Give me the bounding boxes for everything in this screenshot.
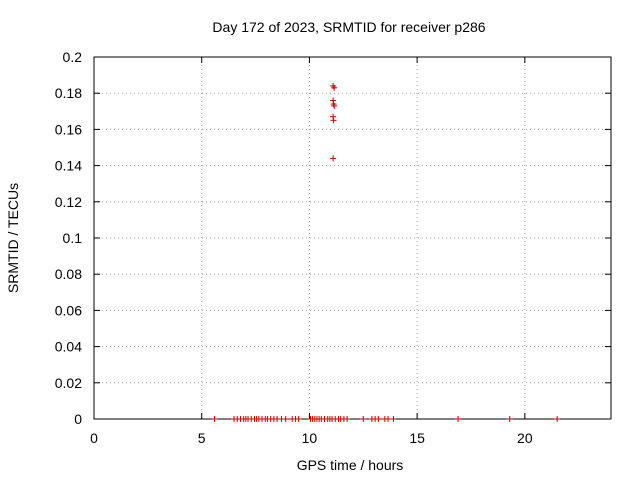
y-tick-label: 0.14 bbox=[55, 158, 82, 174]
data-point bbox=[295, 416, 302, 422]
y-tick-label: 0.02 bbox=[55, 375, 82, 391]
axis-ticks: 0 0.02 0.04 0.06 0.08 0.1 0.12 0.14 0.16 0.18 0.2 0… bbox=[55, 49, 611, 446]
data-point bbox=[455, 416, 462, 422]
y-tick-label: 0.04 bbox=[55, 339, 82, 355]
x-tick-label: 5 bbox=[198, 430, 206, 446]
data-point bbox=[330, 117, 337, 124]
y-axis-label: SRMTID / TECUs bbox=[5, 183, 21, 293]
y-tick-label: 0.12 bbox=[55, 194, 82, 210]
y-tick-label: 0.06 bbox=[55, 302, 82, 318]
y-tick-label: 0.2 bbox=[63, 49, 83, 65]
data-points bbox=[211, 82, 561, 422]
data-point bbox=[390, 416, 397, 422]
data-point bbox=[331, 84, 338, 91]
data-point bbox=[331, 102, 338, 109]
data-point bbox=[330, 155, 337, 162]
data-point bbox=[506, 416, 513, 422]
y-tick-label: 0.16 bbox=[55, 121, 82, 137]
grid bbox=[94, 57, 611, 419]
y-tick-label: 0.08 bbox=[55, 266, 82, 282]
y-tick-label: 0.1 bbox=[63, 230, 83, 246]
chart-title: Day 172 of 2023, SRMTID for receiver p28… bbox=[212, 19, 485, 35]
x-tick-label: 10 bbox=[302, 430, 318, 446]
data-point bbox=[211, 416, 218, 422]
y-tick-label: 0 bbox=[74, 411, 82, 427]
data-point bbox=[554, 416, 561, 422]
data-point bbox=[344, 416, 351, 422]
data-point bbox=[385, 416, 392, 422]
x-tick-label: 15 bbox=[409, 430, 425, 446]
data-point bbox=[282, 416, 289, 422]
data-point bbox=[375, 416, 382, 422]
x-tick-label: 0 bbox=[90, 430, 98, 446]
plot-frame bbox=[93, 56, 612, 420]
y-tick-label: 0.18 bbox=[55, 85, 82, 101]
x-axis-label: GPS time / hours bbox=[297, 457, 404, 473]
data-point bbox=[360, 416, 367, 422]
x-tick-label: 20 bbox=[517, 430, 533, 446]
